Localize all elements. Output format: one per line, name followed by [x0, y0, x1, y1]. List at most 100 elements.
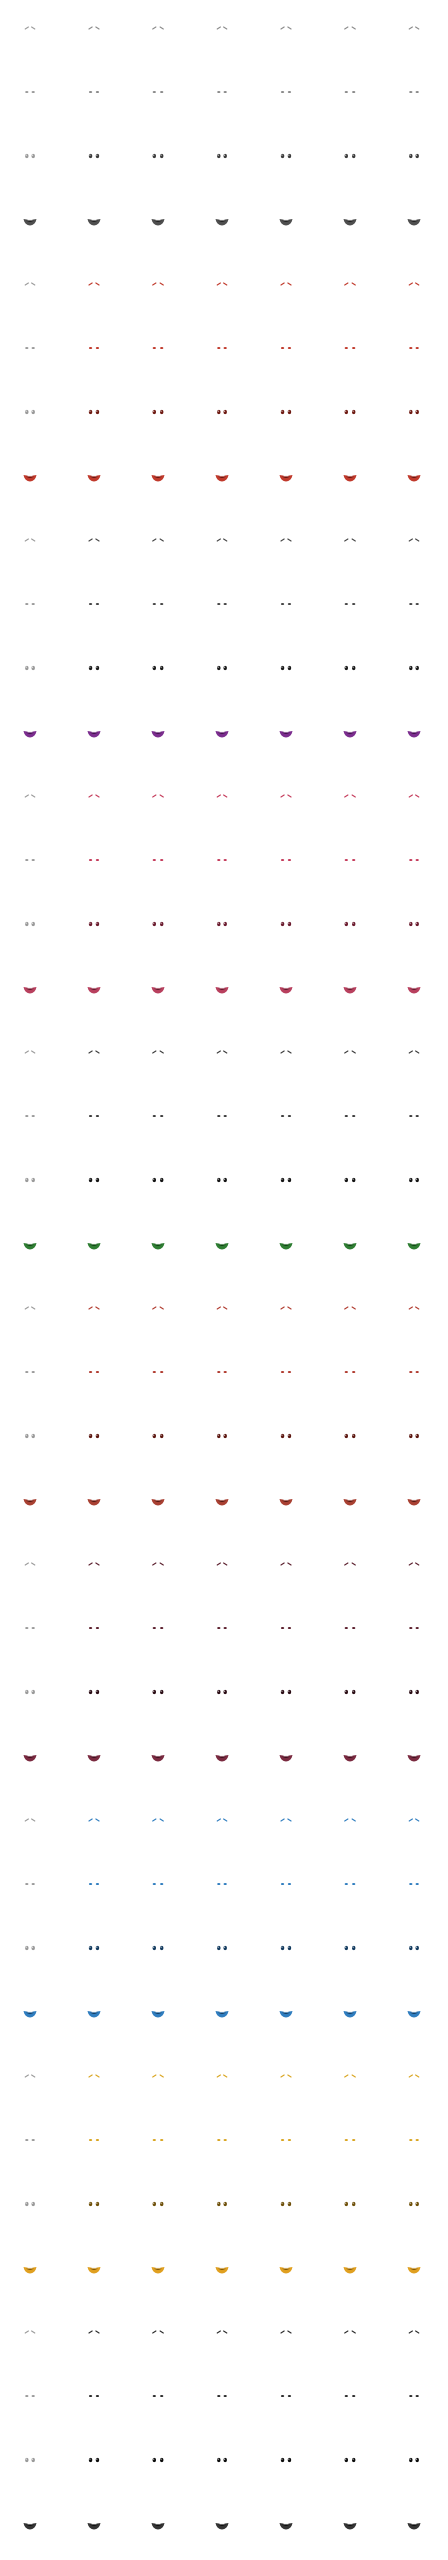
eye-highlight [416, 1947, 417, 1948]
face-sprite-gold-eyes-half-open [382, 2108, 446, 2172]
right-eye [352, 27, 355, 29]
eye-highlight [26, 1691, 27, 1692]
left-eye [409, 1115, 412, 1117]
eye-highlight [153, 2459, 154, 2460]
eye-highlight [410, 411, 411, 412]
face-sprite-black-eyes-open [0, 2428, 62, 2492]
face-sprite-crimson-mouth-open [318, 1468, 382, 1532]
face-sprite-dark-green-eyes-closed [0, 1020, 62, 1084]
eye-highlight [218, 2203, 219, 2204]
left-eye [217, 2139, 220, 2141]
teeth [348, 475, 353, 476]
left-eye [281, 1819, 284, 1821]
face-sprite-blue-eyes-half-open [190, 1852, 254, 1916]
right-eye [288, 283, 291, 285]
face-sprite-gold-mouth-open [318, 2236, 382, 2300]
face-sprite-blue-eyes-closed [0, 1788, 62, 1852]
face-sprite-dark-green-eyes-half-open [62, 1084, 126, 1148]
right-eye [416, 1563, 419, 1565]
eye-highlight [281, 923, 282, 924]
face-sprite-charcoal-eyes-open [126, 636, 190, 700]
eye-highlight [153, 1435, 154, 1436]
face-sprite-blue-eyes-closed [126, 1788, 190, 1852]
face-sprite-grey-eyes-half-open [126, 60, 190, 124]
left-eye [25, 2075, 28, 2077]
right-eye [416, 922, 419, 926]
face-sprite-crimson-mouth-open [190, 1468, 254, 1532]
face-sprite-maroon-eyes-half-open [382, 1596, 446, 1660]
face-sprite-pink-eyes-open [254, 892, 318, 956]
teeth [284, 2011, 289, 2012]
left-eye [25, 1883, 28, 1885]
face-sprite-grey-eyes-open [62, 124, 126, 188]
right-eye [416, 1819, 419, 1821]
eye-highlight [416, 923, 417, 924]
left-eye [217, 2458, 220, 2462]
left-eye [281, 2395, 284, 2397]
face-sprite-dark-green-eyes-open [0, 1148, 62, 1212]
left-eye [409, 1946, 412, 1950]
face-sprite-grey-mouth-open [254, 188, 318, 252]
left-eye [217, 539, 220, 541]
right-eye [352, 539, 355, 541]
teeth [220, 2523, 225, 2524]
left-eye [89, 2458, 92, 2462]
face-sprite-blue-eyes-half-open [0, 1852, 62, 1916]
face-sprite-gold-mouth-open [382, 2236, 446, 2300]
left-eye [217, 1178, 220, 1182]
right-eye [416, 347, 419, 349]
face-sprite-red-eyes-closed [126, 252, 190, 316]
face-sprite-gold-eyes-closed [318, 2044, 382, 2108]
eye-highlight [161, 667, 162, 668]
face-sprite-black-mouth-open [0, 2492, 62, 2556]
face-sprite-blue-eyes-closed [318, 1788, 382, 1852]
face-sprite-crimson-eyes-open [318, 1404, 382, 1468]
right-eye [160, 666, 163, 670]
face-sprite-black-mouth-open [254, 2492, 318, 2556]
left-eye [281, 1371, 284, 1373]
eye-highlight [224, 2459, 225, 2460]
eye-highlight [353, 2203, 354, 2204]
face-sprite-charcoal-eyes-closed [254, 508, 318, 572]
eye-highlight [416, 2203, 417, 2204]
right-eye [416, 154, 419, 158]
face-sprite-blue-eyes-closed [254, 1788, 318, 1852]
right-eye [288, 539, 291, 541]
left-eye [153, 410, 156, 414]
left-eye [217, 1819, 220, 1821]
right-eye [32, 539, 35, 541]
face-sprite-pink-eyes-open [190, 892, 254, 956]
teeth [348, 2523, 353, 2524]
teeth [28, 2011, 33, 2012]
left-eye [345, 539, 348, 541]
face-sprite-crimson-eyes-half-open [126, 1340, 190, 1404]
left-eye [25, 410, 28, 414]
face-sprite-grey-mouth-open [126, 188, 190, 252]
face-sprite-red-eyes-half-open [382, 316, 446, 380]
face-sprite-red-eyes-open [126, 380, 190, 444]
teeth [348, 2011, 353, 2012]
eye-highlight [26, 1435, 27, 1436]
face-sprite-red-mouth-open [190, 444, 254, 508]
face-sprite-dark-green-mouth-open [190, 1212, 254, 1276]
right-eye [352, 1051, 355, 1053]
face-sprite-dark-green-mouth-open [254, 1212, 318, 1276]
face-sprite-grey-eyes-closed [62, 0, 126, 60]
right-eye [32, 2075, 35, 2077]
face-sprite-crimson-mouth-open [126, 1468, 190, 1532]
left-eye [153, 795, 156, 797]
right-eye [224, 666, 227, 670]
right-eye [416, 1627, 419, 1629]
right-eye [352, 603, 355, 605]
left-eye [89, 1115, 92, 1117]
face-sprite-dark-green-eyes-closed [126, 1020, 190, 1084]
eye-highlight [416, 2459, 417, 2460]
teeth [348, 2267, 353, 2268]
eye-highlight [345, 1179, 346, 1180]
teeth [220, 1243, 225, 1244]
face-sprite-gold-eyes-closed [382, 2044, 446, 2108]
right-eye [96, 666, 99, 670]
face-sprite-black-eyes-half-open [254, 2364, 318, 2428]
left-eye [89, 154, 92, 158]
right-eye [160, 1883, 163, 1885]
